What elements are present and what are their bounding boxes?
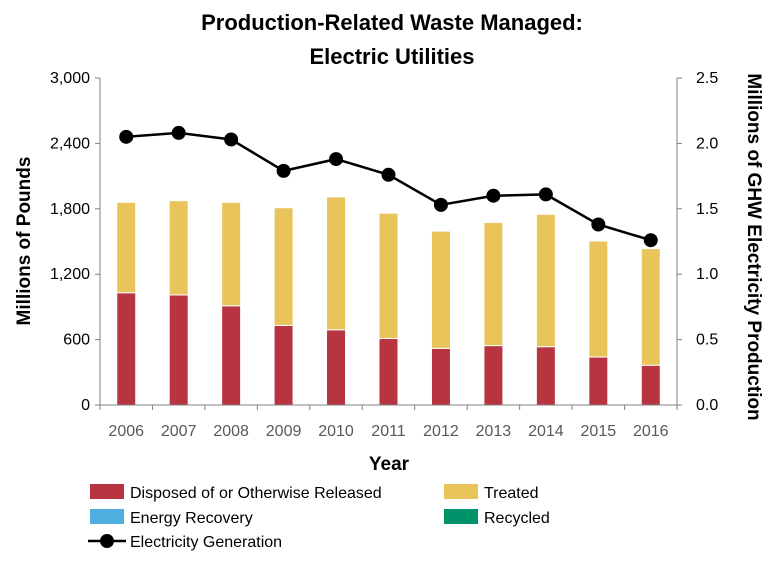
- x-tick-label: 2009: [266, 423, 302, 440]
- bar-treated-2012: [430, 230, 451, 349]
- left-tick-label: 600: [63, 332, 90, 349]
- chart-title-line-1: Production-Related Waste Managed:: [201, 10, 583, 35]
- legend-item-treated: Treated: [444, 484, 539, 502]
- y-axis-title: Millions of Pounds: [14, 157, 35, 326]
- electricity-generation-point-2008: [224, 132, 239, 147]
- legend-item-energy-recovery: Energy Recovery: [90, 509, 253, 527]
- x-tick-label: 2013: [476, 423, 512, 440]
- electricity-generation-point-2009: [276, 163, 291, 178]
- legend: Disposed of or Otherwise Released Treated…: [88, 484, 550, 551]
- right-tick-label: 2.0: [696, 135, 718, 152]
- right-tick-label: 0.5: [696, 332, 718, 349]
- legend-swatch: [444, 509, 478, 524]
- legend-item-recycled: Recycled: [444, 509, 550, 527]
- x-tick-label: 2012: [423, 423, 459, 440]
- bar-disposed-of-or-otherwise-released-2008: [221, 305, 242, 406]
- chart-title-line-2: Electric Utilities: [309, 44, 474, 69]
- electricity-generation-point-2007: [171, 125, 186, 140]
- electricity-generation-point-2016: [643, 233, 658, 248]
- electricity-generation-point-2010: [329, 152, 344, 167]
- bar-treated-2014: [535, 213, 556, 348]
- legend-label: Energy Recovery: [130, 510, 253, 527]
- legend-label: Electricity Generation: [130, 534, 282, 551]
- x-tick-label: 2015: [581, 423, 617, 440]
- x-tick-label: 2011: [371, 423, 406, 440]
- legend-swatch: [90, 484, 124, 499]
- bar-disposed-of-or-otherwise-released-2007: [168, 294, 189, 406]
- left-tick-label: 2,400: [50, 135, 90, 152]
- bar-treated-2015: [588, 240, 609, 358]
- bar-disposed-of-or-otherwise-released-2014: [535, 346, 556, 406]
- legend-swatch: [444, 484, 478, 499]
- bar-treated-2008: [221, 201, 242, 307]
- x-tick-label: 2014: [528, 423, 564, 440]
- bar-treated-2013: [483, 221, 504, 347]
- plot-area: [116, 125, 661, 406]
- bar-treated-2010: [326, 196, 347, 331]
- bar-disposed-of-or-otherwise-released-2011: [378, 338, 399, 406]
- left-tick-label: 3,000: [50, 70, 90, 87]
- x-tick-label: 2008: [213, 423, 249, 440]
- x-axis: 2006 2007 2008 2009 2010 2011 2012 2013 2014 2015…: [99, 404, 678, 440]
- left-tick-label: 0: [81, 397, 90, 414]
- right-tick-label: 1.0: [696, 266, 718, 283]
- bar-treated-2011: [378, 212, 399, 340]
- bar-treated-2007: [168, 200, 189, 296]
- electricity-generation-point-2012: [433, 197, 448, 212]
- right-tick-label: 1.5: [696, 201, 718, 218]
- legend-marker: [100, 534, 114, 548]
- bar-treated-2006: [116, 201, 137, 294]
- bar-disposed-of-or-otherwise-released-2010: [326, 329, 347, 406]
- legend-label: Treated: [484, 485, 539, 502]
- bar-disposed-of-or-otherwise-released-2016: [640, 364, 661, 406]
- electricity-generation-point-2014: [538, 187, 553, 202]
- bar-disposed-of-or-otherwise-released-2006: [116, 292, 137, 406]
- bar-treated-2009: [273, 207, 294, 326]
- x-tick-label: 2010: [318, 423, 354, 440]
- legend-swatch: [90, 509, 124, 524]
- x-tick-label: 2016: [633, 423, 669, 440]
- legend-label: Disposed of or Otherwise Released: [130, 485, 382, 502]
- x-tick-label: 2006: [108, 423, 144, 440]
- left-tick-label: 1,800: [50, 201, 90, 218]
- legend-item-disposed-of-or-otherwise-released: Disposed of or Otherwise Released: [90, 484, 382, 502]
- x-axis-title: Year: [369, 454, 410, 475]
- legend-label: Recycled: [484, 510, 550, 527]
- x-tick-label: 2007: [161, 423, 197, 440]
- electricity-generation-point-2006: [119, 129, 134, 144]
- right-tick-label: 0.0: [696, 397, 718, 414]
- legend-item-electricity-generation: Electricity Generation: [88, 534, 282, 551]
- y2-axis-title: Millions of GHW Electricity Production: [743, 73, 764, 420]
- electricity-generation-point-2015: [591, 217, 606, 232]
- left-axis: 0 600 1,200 1,800 2,400 3,000: [50, 70, 101, 414]
- bar-disposed-of-or-otherwise-released-2015: [588, 356, 609, 406]
- right-axis: 0.0 0.5 1.0 1.5 2.0 2.5: [676, 70, 718, 414]
- bar-disposed-of-or-otherwise-released-2012: [430, 347, 451, 406]
- electricity-generation-point-2013: [486, 188, 501, 203]
- bar-disposed-of-or-otherwise-released-2009: [273, 324, 294, 406]
- electricity-generation-point-2011: [381, 167, 396, 182]
- right-tick-label: 2.5: [696, 70, 718, 87]
- bar-treated-2016: [640, 248, 661, 366]
- left-tick-label: 1,200: [50, 266, 90, 283]
- bar-disposed-of-or-otherwise-released-2013: [483, 345, 504, 406]
